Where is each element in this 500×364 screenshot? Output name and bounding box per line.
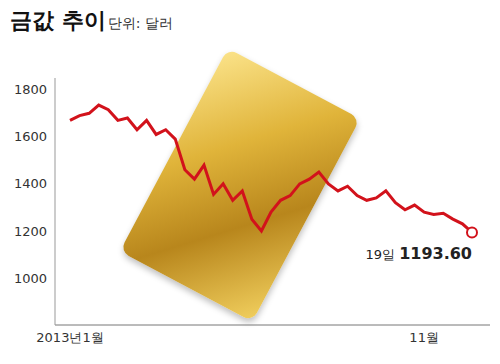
svg-text:1800: 1800 (14, 82, 47, 97)
svg-text:2013년1월: 2013년1월 (36, 330, 103, 345)
svg-text:1000: 1000 (14, 271, 47, 286)
svg-text:19일 1193.60: 19일 1193.60 (365, 244, 472, 263)
svg-text:1200: 1200 (14, 224, 47, 239)
html-text:금값 추이단위: 달러: 금값 추이단위: 달러 (10, 8, 173, 33)
svg-text:1600: 1600 (14, 129, 47, 144)
svg-text:1400: 1400 (14, 176, 47, 191)
svg-text:11월: 11월 (409, 330, 439, 345)
